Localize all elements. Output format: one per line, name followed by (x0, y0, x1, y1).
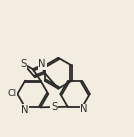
Text: Cl: Cl (8, 89, 17, 98)
Text: N: N (80, 104, 88, 114)
Text: N: N (38, 59, 46, 69)
Text: S: S (51, 102, 57, 112)
Text: N: N (21, 105, 28, 115)
Text: S: S (20, 59, 27, 69)
